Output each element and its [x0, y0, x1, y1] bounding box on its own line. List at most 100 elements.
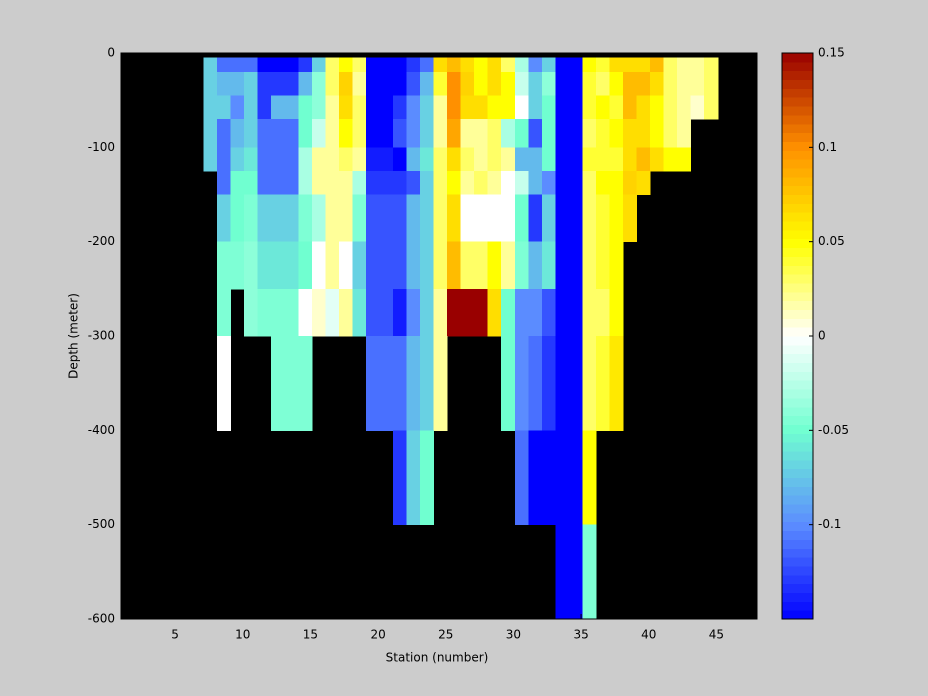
- heat-cell: [325, 241, 340, 290]
- y-axis-label: Depth (meter): [67, 293, 81, 379]
- colorbar-tick-label: 0.05: [818, 234, 845, 248]
- heat-cell: [568, 71, 583, 96]
- heat-cell: [650, 147, 665, 172]
- heat-cell: [555, 95, 570, 120]
- heat-cell: [298, 57, 313, 73]
- heat-cell: [420, 430, 435, 526]
- heat-cell: [379, 288, 394, 337]
- heat-cell: [406, 71, 421, 96]
- colorbar-segment: [782, 353, 813, 364]
- heat-cell: [609, 71, 624, 96]
- heat-cell: [582, 147, 597, 172]
- heat-cell: [392, 57, 408, 73]
- heat-cell: [528, 241, 543, 290]
- heat-cell: [406, 430, 421, 526]
- colorbar-segment: [782, 415, 813, 425]
- heat-cell: [338, 288, 353, 337]
- colorbar-segment: [782, 336, 813, 346]
- heat-cell: [379, 119, 394, 148]
- heat-cell: [392, 336, 408, 431]
- heat-cell: [244, 71, 259, 96]
- heat-cell: [447, 95, 462, 120]
- y-tick-label: -200: [88, 234, 115, 248]
- colorbar-tick-label: 0.1: [818, 140, 837, 154]
- colorbar-segment: [782, 433, 813, 443]
- heat-cell: [460, 170, 475, 195]
- heat-cell: [528, 170, 543, 195]
- heat-cell: [406, 170, 421, 195]
- heat-cell: [541, 336, 556, 431]
- heat-cell: [582, 57, 597, 73]
- heat-cell: [217, 119, 232, 148]
- heat-cell: [298, 241, 313, 290]
- heat-cell: [392, 119, 408, 148]
- heat-cell: [230, 194, 245, 243]
- y-tick-label: -500: [88, 517, 115, 531]
- heat-cell: [271, 241, 286, 290]
- heat-cell: [623, 71, 638, 96]
- heat-cell: [663, 71, 678, 96]
- heat-cell: [514, 194, 529, 243]
- heat-cell: [595, 119, 611, 148]
- heat-cell: [365, 71, 380, 96]
- colorbar-segment: [782, 592, 813, 602]
- heat-cell: [311, 288, 326, 337]
- heat-cell: [528, 119, 543, 148]
- heat-cell: [582, 71, 597, 96]
- heat-cell: [663, 57, 678, 73]
- heat-cell: [284, 57, 299, 73]
- heat-cell: [257, 71, 272, 96]
- heat-cell: [528, 194, 543, 243]
- colorbar-segment: [782, 300, 813, 310]
- heat-cell: [650, 71, 665, 96]
- heat-cell: [420, 288, 435, 337]
- heat-cell: [392, 147, 408, 172]
- heat-cell: [406, 194, 421, 243]
- heat-cell: [379, 57, 394, 73]
- heat-cell: [406, 241, 421, 290]
- heat-cell: [284, 241, 299, 290]
- heat-cell: [677, 95, 692, 120]
- heat-cell: [514, 170, 529, 195]
- colorbar-segment: [782, 557, 813, 567]
- heat-cell: [487, 71, 502, 96]
- heat-cell: [352, 95, 367, 120]
- heat-cell: [203, 71, 218, 96]
- heat-cell: [392, 288, 408, 337]
- heat-cell: [541, 71, 556, 96]
- x-tick-label: 15: [303, 628, 318, 642]
- heat-cell: [447, 241, 462, 290]
- heat-cell: [365, 336, 380, 431]
- heat-cell: [311, 194, 326, 243]
- heat-cell: [474, 95, 489, 120]
- colorbar-segment: [782, 265, 813, 275]
- heat-cell: [271, 57, 286, 73]
- heat-cell: [501, 194, 516, 243]
- heat-cell: [623, 147, 638, 172]
- heat-cell: [609, 95, 624, 120]
- heat-cell: [460, 194, 475, 243]
- heat-cell: [650, 119, 665, 148]
- heat-cell: [623, 57, 638, 73]
- heat-cell: [392, 194, 408, 243]
- colorbar-segment: [782, 486, 813, 496]
- heat-cell: [514, 57, 529, 73]
- heat-cell: [568, 147, 583, 172]
- x-tick-label: 5: [171, 628, 179, 642]
- heat-cell: [501, 71, 516, 96]
- heat-cell: [203, 57, 218, 73]
- heat-cell: [433, 71, 448, 96]
- heat-cell: [298, 170, 313, 195]
- heat-cell: [420, 119, 435, 148]
- heat-cell: [311, 241, 326, 290]
- heat-cell: [623, 119, 638, 148]
- heat-cell: [487, 288, 502, 337]
- heat-cell: [271, 170, 286, 195]
- heat-cell: [663, 95, 678, 120]
- heat-cell: [244, 170, 259, 195]
- heat-cell: [636, 119, 651, 148]
- heat-cell: [298, 288, 313, 337]
- heat-cell: [568, 119, 583, 148]
- heat-cell: [582, 524, 597, 620]
